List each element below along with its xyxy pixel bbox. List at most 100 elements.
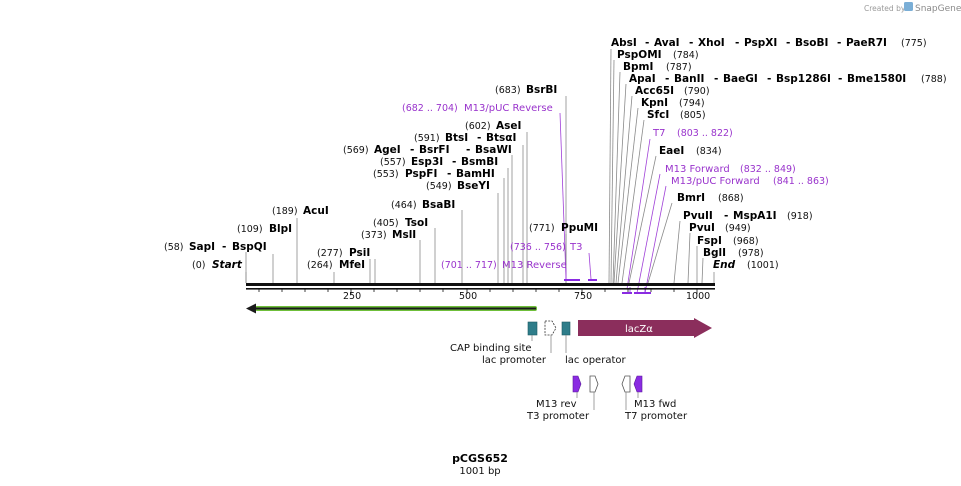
site-bpmi[interactable]: BpmI (787): [623, 61, 692, 73]
snapgene-watermark: Created by SnapGene: [864, 2, 961, 14]
cap-binding-site-box[interactable]: [527, 321, 538, 336]
site-bgli[interactable]: BglI (978): [703, 247, 764, 259]
site-acc65i[interactable]: Acc65I (790): [635, 85, 710, 97]
site-pspomi[interactable]: PspOMI (784): [617, 49, 699, 61]
site-name-3: XhoI: [698, 37, 725, 49]
site-sep: -: [767, 73, 771, 85]
m13-forward-bar: [634, 292, 644, 294]
primer-m13-forward[interactable]: M13 Forward (832 .. 849): [665, 164, 796, 175]
site-msli[interactable]: (373) MslI: [361, 229, 416, 241]
site-pos: (949): [725, 223, 751, 234]
site-sep: -: [452, 156, 456, 168]
orf-arrow[interactable]: [246, 303, 537, 314]
site-tsoi[interactable]: (405) TsoI: [373, 217, 428, 229]
primer-name: T7: [652, 128, 665, 139]
site-acui[interactable]: (189) AcuI: [272, 205, 329, 217]
primer-name: M13 Reverse: [502, 260, 567, 271]
t7-promoter-arrow[interactable]: [621, 375, 631, 393]
primer-m13puc-reverse[interactable]: (682 .. 704) M13/pUC Reverse: [402, 103, 553, 114]
site-name: BpmI: [623, 61, 653, 73]
site-bsrbi[interactable]: (683) BsrBI: [495, 84, 557, 96]
site-sep: -: [838, 73, 842, 85]
site-pvuii[interactable]: PvuII - MspA1I (918): [683, 210, 813, 222]
site-name: Start: [212, 259, 243, 271]
site-btsi[interactable]: (591) BtsI - BtsαI: [414, 132, 516, 144]
plasmid-name: pCGS652: [452, 452, 508, 465]
site-pos: (794): [679, 98, 705, 109]
t3-promoter-label: T3 promoter: [526, 411, 590, 422]
site-psii[interactable]: (277) PsiI: [317, 247, 370, 259]
site-mfei[interactable]: (264) MfeI: [307, 259, 365, 271]
site-pspfi[interactable]: (553) PspFI - BamHI: [373, 168, 495, 180]
t7-promoter-label: T7 promoter: [624, 411, 688, 422]
site-asei[interactable]: (602) AseI: [465, 120, 521, 132]
site-pos: (918): [787, 211, 813, 222]
site-sep: -: [466, 144, 470, 156]
site-ppumi[interactable]: (771) PpuMI: [529, 222, 598, 234]
site-apai[interactable]: ApaI - BanII - BaeGI - Bsp1286I - Bme158…: [629, 73, 947, 85]
site-esp3i[interactable]: (557) Esp3I - BsmBI: [380, 156, 498, 168]
site-pos: (805): [680, 110, 706, 121]
site-bmri[interactable]: BmrI (868): [677, 192, 744, 204]
site-name-3: BsaWI: [475, 144, 512, 156]
site-bseyi[interactable]: (549) BseYI: [426, 180, 490, 192]
site-name-5: BsoBI: [795, 37, 828, 49]
site-name: ApaI: [629, 73, 656, 85]
primer-t3[interactable]: (736 .. 756) T3: [510, 242, 582, 253]
site-blpi[interactable]: (109) BlpI: [237, 223, 292, 235]
primer-t7[interactable]: T7 (803 .. 822): [652, 128, 733, 139]
site-pvui[interactable]: PvuI (949): [689, 222, 751, 234]
site-sep: -: [447, 168, 451, 180]
primer-range: (682 .. 704): [402, 103, 458, 114]
primer-range: (736 .. 756): [510, 242, 566, 253]
site-name: AgeI: [374, 144, 401, 156]
site-start[interactable]: (0) Start: [192, 259, 243, 271]
site-name: KpnI: [641, 97, 668, 109]
primer-m13puc-forward[interactable]: M13/pUC Forward (841 .. 863): [671, 176, 829, 187]
site-pos: (784): [673, 50, 699, 61]
site-sfci[interactable]: SfcI (805): [647, 109, 706, 121]
site-name: BsaBI: [422, 199, 455, 211]
site-sep: -: [724, 210, 728, 222]
lac-promoter-label: lac promoter: [482, 355, 547, 366]
site-name: PvuII: [683, 210, 713, 222]
primer-m13-reverse[interactable]: (701 .. 717) M13 Reverse: [441, 260, 567, 271]
lac-promoter-arrow[interactable]: [544, 320, 557, 336]
lac-operator-box[interactable]: [561, 321, 571, 336]
m13-rev-primer-arrow[interactable]: [572, 375, 582, 393]
lacz-alpha-arrow[interactable]: [578, 318, 712, 338]
plasmid-length: 1001 bp: [459, 466, 500, 477]
primer-range: (832 .. 849): [740, 164, 796, 175]
primer-leaders: [559, 112, 667, 294]
sequence-ruler: 250 500 750 1000: [246, 283, 715, 302]
site-sep: -: [689, 37, 693, 49]
site-name-3: BaeGI: [723, 73, 758, 85]
site-name-6: PaeR7I: [846, 37, 887, 49]
site-name-2: BsrFI: [419, 144, 450, 156]
ruler-tick-label: 250: [343, 291, 361, 302]
site-name: TsoI: [405, 217, 428, 229]
site-pos: (109): [237, 224, 263, 235]
site-name: AbsI: [611, 37, 637, 49]
site-end[interactable]: End (1001): [713, 259, 779, 271]
primer-name: M13 Forward: [665, 164, 730, 175]
site-absi[interactable]: AbsI - AvaI - XhoI - PspXI - BsoBI - Pae…: [611, 37, 927, 49]
primer-range: (803 .. 822): [677, 128, 733, 139]
ruler-tick-label: 1000: [686, 291, 710, 302]
site-kpni[interactable]: KpnI (794): [641, 97, 705, 109]
site-pos: (569): [343, 145, 369, 156]
site-name-2: BspQI: [232, 241, 267, 253]
site-agei[interactable]: (569) AgeI - BsrFI - BsaWI: [343, 144, 512, 156]
features: lacZα CAP binding site lac promoter lac …: [450, 318, 712, 422]
site-sapi[interactable]: (58) SapI - BspQI: [164, 241, 267, 253]
site-fspi[interactable]: FspI (968): [697, 235, 759, 247]
site-bsabi[interactable]: (464) BsaBI: [391, 199, 455, 211]
site-eaei[interactable]: EaeI (834): [659, 145, 722, 157]
primer-name: M13/pUC Reverse: [464, 103, 553, 114]
t3-promoter-arrow[interactable]: [589, 375, 599, 393]
site-pos: (968): [733, 236, 759, 247]
m13-fwd-label: M13 fwd: [634, 399, 676, 410]
m13-fwd-primer-arrow[interactable]: [633, 375, 643, 393]
site-name: SfcI: [647, 109, 669, 121]
site-name-2: BsmBI: [461, 156, 498, 168]
